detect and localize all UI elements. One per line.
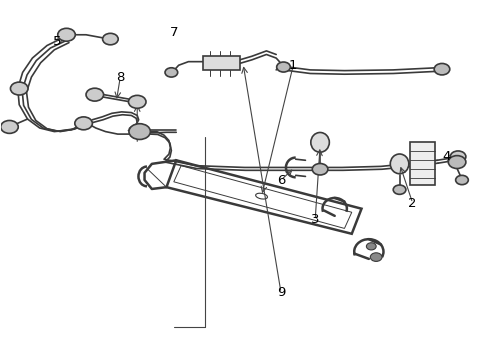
Circle shape xyxy=(58,28,75,41)
Text: 1: 1 xyxy=(288,59,297,72)
Circle shape xyxy=(102,33,118,45)
Circle shape xyxy=(369,253,381,261)
Circle shape xyxy=(164,68,177,77)
Text: 7: 7 xyxy=(169,27,178,40)
Circle shape xyxy=(128,95,146,108)
Text: 4: 4 xyxy=(442,150,450,163)
Circle shape xyxy=(312,163,327,175)
Text: 5: 5 xyxy=(52,35,61,49)
FancyBboxPatch shape xyxy=(409,142,434,185)
FancyBboxPatch shape xyxy=(203,56,239,70)
Circle shape xyxy=(86,88,103,101)
Text: 3: 3 xyxy=(310,213,319,226)
Polygon shape xyxy=(166,160,361,234)
Circle shape xyxy=(75,117,92,130)
Text: 8: 8 xyxy=(116,71,124,84)
Circle shape xyxy=(366,243,375,250)
Ellipse shape xyxy=(389,154,408,174)
Text: 9: 9 xyxy=(276,287,285,300)
Circle shape xyxy=(10,82,28,95)
Circle shape xyxy=(433,63,449,75)
Circle shape xyxy=(276,62,290,72)
Text: 2: 2 xyxy=(407,197,416,210)
Circle shape xyxy=(392,185,405,194)
Circle shape xyxy=(129,124,150,139)
Text: 6: 6 xyxy=(276,174,285,186)
Circle shape xyxy=(455,175,468,185)
Ellipse shape xyxy=(310,132,329,152)
Circle shape xyxy=(449,151,465,162)
Circle shape xyxy=(447,156,465,168)
Circle shape xyxy=(0,121,18,134)
